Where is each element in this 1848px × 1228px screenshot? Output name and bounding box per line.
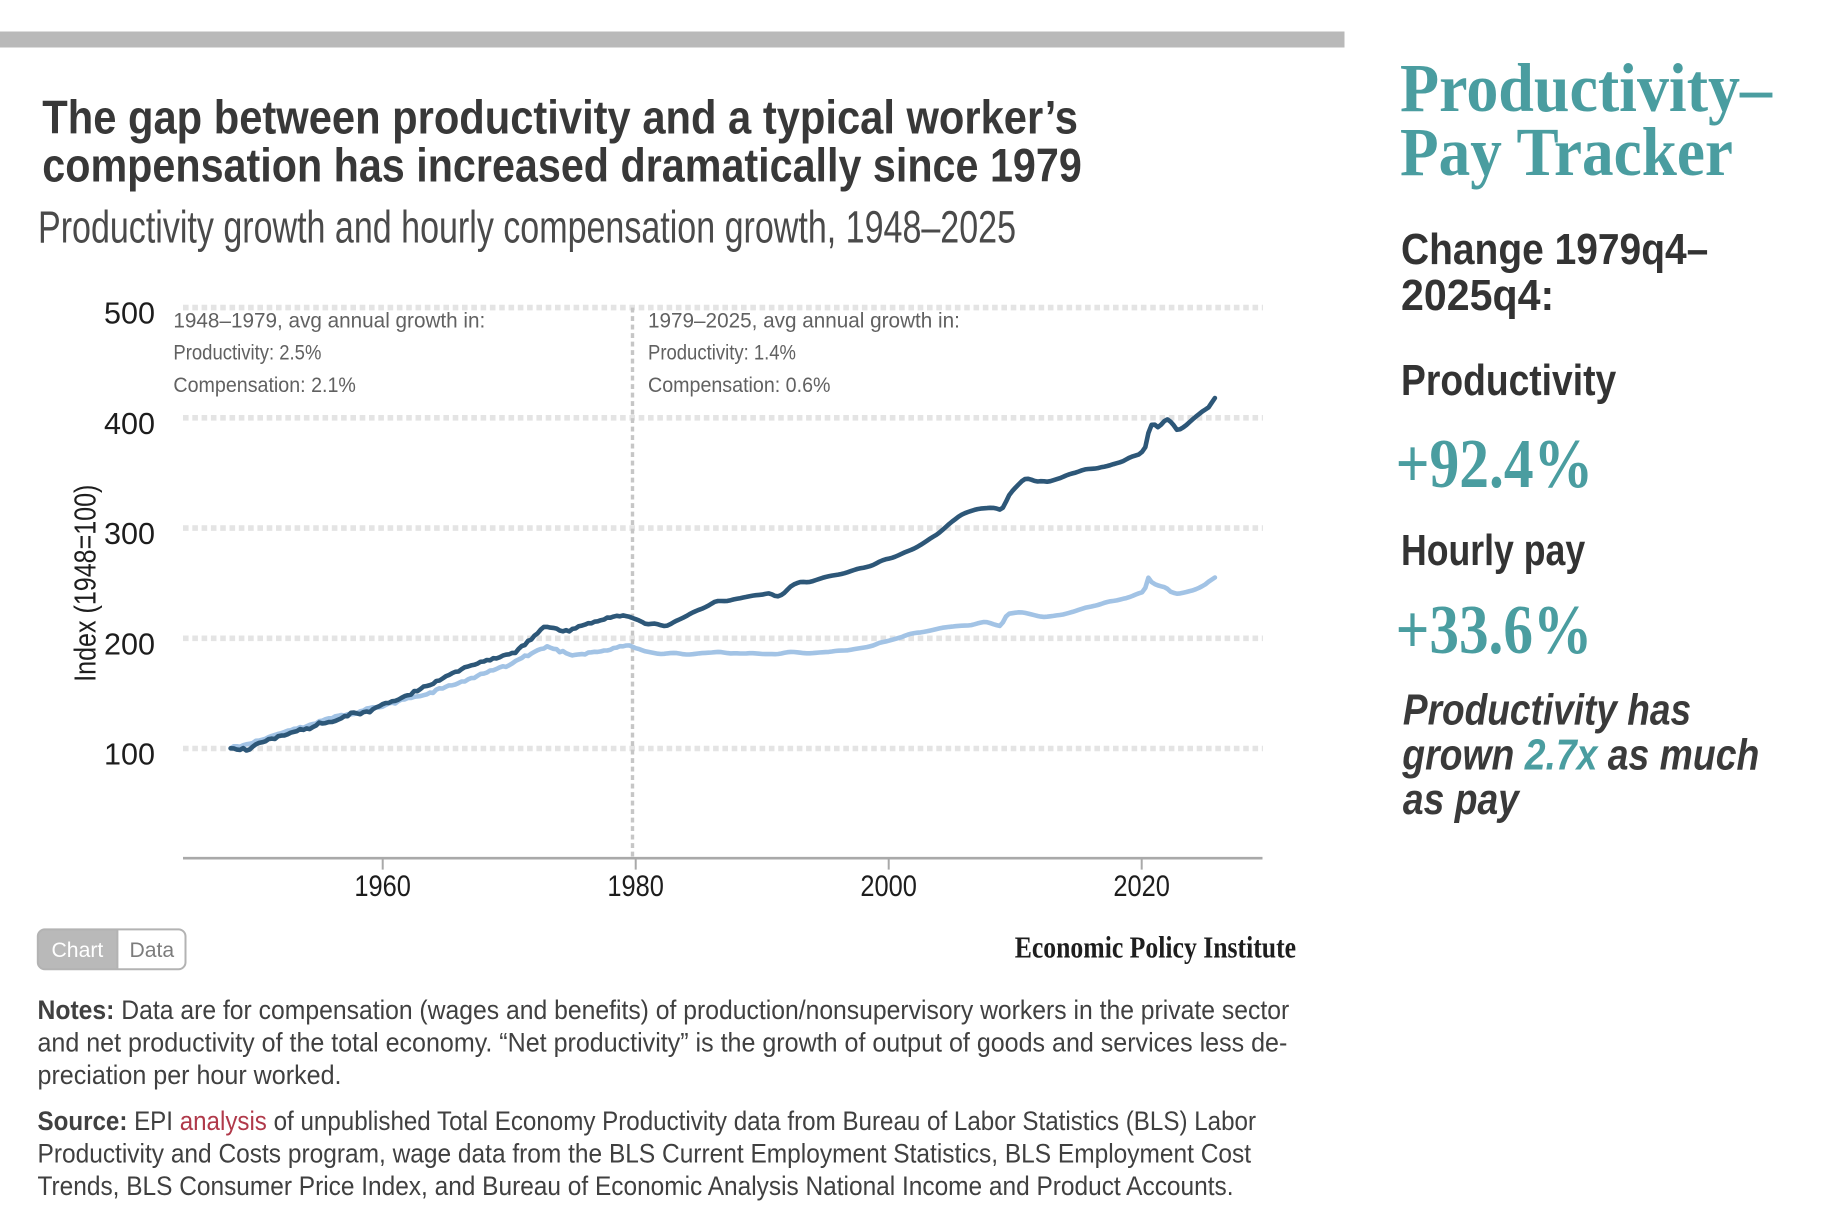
svg-text:200: 200: [104, 627, 155, 661]
svg-text:compensation has increased dra: compensation has increased dramatically …: [42, 140, 1082, 193]
svg-text:Productivity: 2.5%: Productivity: 2.5%: [173, 342, 321, 365]
svg-text:Notes:: Notes:: [38, 995, 115, 1025]
svg-text:Productivity–: Productivity–: [1400, 49, 1773, 126]
svg-text:+92.4%: +92.4%: [1396, 426, 1594, 503]
svg-text:100: 100: [104, 738, 155, 772]
svg-text:1980: 1980: [607, 870, 664, 903]
svg-text:Source:: Source:: [38, 1106, 128, 1136]
svg-text:analysis: analysis: [180, 1106, 267, 1136]
svg-text:grown: grown: [1401, 730, 1524, 779]
svg-text:2.7x: 2.7x: [1524, 730, 1599, 779]
svg-text:and net productivity of the to: and net productivity of the total econom…: [38, 1027, 1288, 1057]
svg-text:Productivity has: Productivity has: [1403, 686, 1691, 735]
svg-text:Pay Tracker: Pay Tracker: [1400, 113, 1733, 190]
svg-text:Chart: Chart: [52, 938, 104, 962]
svg-text:Data are for compensation (wag: Data are for compensation (wages and ben…: [114, 995, 1289, 1025]
svg-text:300: 300: [104, 517, 155, 551]
svg-text:500: 500: [104, 297, 155, 331]
svg-text:Hourly pay: Hourly pay: [1401, 526, 1586, 575]
svg-text:Productivity: 1.4%: Productivity: 1.4%: [648, 342, 796, 365]
svg-text:400: 400: [104, 407, 155, 441]
svg-text:1979–2025, avg annual growth i: 1979–2025, avg annual growth in:: [648, 309, 960, 332]
svg-text:of unpublished Total Economy P: of unpublished Total Economy Productivit…: [267, 1106, 1256, 1136]
svg-text:Economic Policy Institute: Economic Policy Institute: [1015, 931, 1296, 965]
svg-text:Compensation: 0.6%: Compensation: 0.6%: [648, 374, 831, 397]
svg-text:The gap between productivity a: The gap between productivity and a typic…: [42, 92, 1078, 145]
svg-text:1960: 1960: [354, 870, 411, 903]
svg-text:preciation per hour worked.: preciation per hour worked.: [38, 1060, 342, 1090]
svg-text:+33.6%: +33.6%: [1396, 592, 1593, 669]
svg-text:as much: as much: [1597, 730, 1759, 779]
svg-text:Data: Data: [130, 938, 175, 962]
svg-text:Index (1948=100): Index (1948=100): [69, 485, 103, 682]
svg-text:Trends, BLS Consumer Price Ind: Trends, BLS Consumer Price Index, and Bu…: [38, 1171, 1234, 1201]
svg-text:as pay: as pay: [1403, 775, 1521, 824]
svg-text:2000: 2000: [860, 870, 917, 903]
svg-text:EPI: EPI: [127, 1106, 179, 1136]
svg-text:Compensation: 2.1%: Compensation: 2.1%: [173, 374, 356, 397]
svg-text:1948–1979, avg annual growth i: 1948–1979, avg annual growth in:: [173, 309, 485, 332]
svg-text:2020: 2020: [1113, 870, 1170, 903]
svg-text:2025q4:: 2025q4:: [1401, 272, 1554, 320]
svg-text:Productivity: Productivity: [1401, 356, 1617, 405]
svg-text:Change 1979q4–: Change 1979q4–: [1401, 226, 1708, 274]
svg-text:Productivity and Costs program: Productivity and Costs program, wage dat…: [38, 1139, 1252, 1169]
svg-text:Productivity growth and hourly: Productivity growth and hourly compensat…: [38, 202, 1016, 253]
